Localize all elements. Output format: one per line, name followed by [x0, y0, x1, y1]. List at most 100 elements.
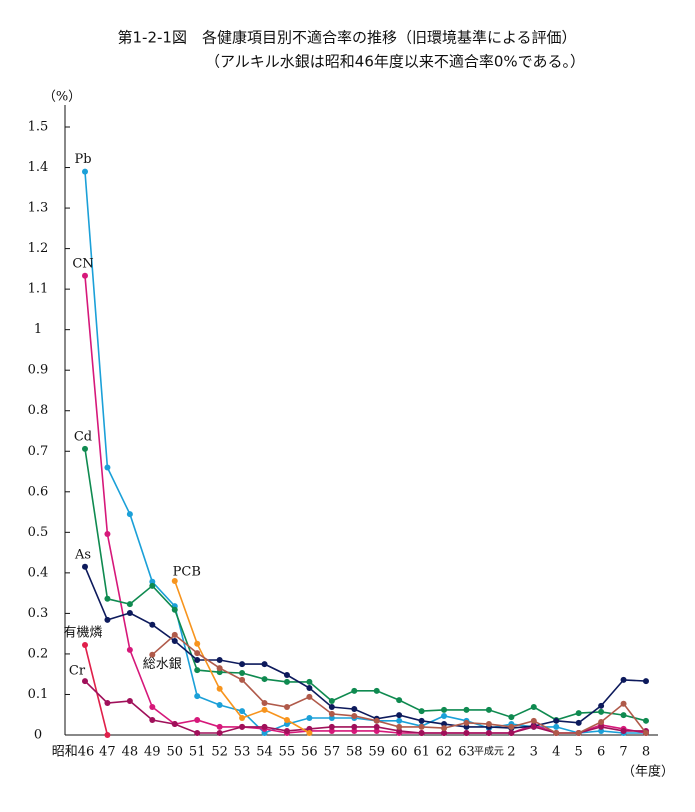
data-point: [598, 723, 605, 730]
data-point: [104, 595, 111, 602]
data-point: [194, 667, 201, 674]
series-line: [84, 566, 647, 729]
y-tick-label: 0.8: [28, 403, 49, 418]
data-point: [104, 699, 111, 706]
y-tick-label: 1.2: [28, 241, 49, 256]
data-point: [485, 721, 492, 728]
data-point: [351, 687, 358, 694]
data-point: [530, 704, 537, 711]
y-tick-label: 0.7: [28, 444, 49, 459]
series-label: CN: [72, 256, 93, 271]
x-tick-label: 51: [189, 745, 206, 760]
x-tick-label: 6: [597, 745, 605, 760]
series-label: Pb: [74, 152, 91, 167]
data-point: [328, 710, 335, 717]
data-point: [82, 445, 88, 452]
data-point: [418, 717, 425, 724]
data-point: [463, 719, 470, 726]
data-point: [82, 272, 88, 279]
x-tick-label: 61: [413, 745, 430, 760]
x-tick-label: 50: [166, 745, 183, 760]
y-tick-label: 0.6: [28, 484, 49, 499]
data-point: [620, 676, 627, 683]
x-tick-label: 55: [279, 745, 296, 760]
y-tick-label: 1: [34, 322, 42, 337]
data-point: [328, 697, 335, 704]
data-point: [171, 631, 178, 638]
data-point: [126, 511, 133, 518]
data-point: [643, 729, 649, 736]
y-tick-label: 0.9: [28, 363, 49, 378]
data-point: [283, 678, 290, 685]
x-tick-label: 63: [458, 745, 475, 760]
y-tick-label: 0: [34, 728, 42, 743]
data-point: [463, 729, 470, 736]
x-tick-label: 56: [301, 745, 318, 760]
data-point: [104, 464, 111, 471]
x-tick-label: 48: [122, 745, 139, 760]
y-tick-label: 1.4: [28, 160, 49, 175]
data-point: [104, 616, 111, 623]
data-point: [283, 717, 290, 724]
data-point: [261, 676, 268, 683]
data-point: [306, 693, 313, 700]
data-point: [126, 697, 133, 704]
data-point: [508, 729, 515, 736]
x-tick-label: 2: [507, 745, 515, 760]
data-point: [149, 717, 156, 724]
data-point: [149, 704, 156, 711]
data-point: [194, 657, 201, 664]
x-tick-label: 52: [211, 745, 228, 760]
data-point: [575, 710, 582, 717]
x-tick-label: 60: [391, 745, 408, 760]
data-point: [283, 727, 290, 734]
data-point: [575, 729, 582, 736]
y-tick-label: 0.3: [28, 606, 49, 621]
series-line: [84, 680, 646, 734]
data-point: [598, 708, 605, 715]
series-line: [84, 171, 646, 734]
data-point: [194, 640, 201, 647]
data-point: [82, 563, 88, 570]
y-tick-label: 0.5: [28, 525, 49, 540]
data-point: [306, 714, 313, 721]
data-point: [239, 723, 246, 730]
data-point: [418, 708, 425, 715]
x-tick-label: 3: [530, 745, 538, 760]
data-point: [126, 609, 133, 616]
data-point: [351, 712, 358, 719]
data-point: [441, 725, 448, 732]
data-point: [216, 685, 223, 692]
data-point: [216, 657, 223, 664]
x-tick-label: 4: [552, 745, 560, 760]
x-tick-label: 53: [234, 745, 251, 760]
data-point: [575, 719, 582, 726]
y-axis-label: （%）: [43, 90, 81, 105]
data-point: [239, 676, 246, 683]
x-tick-label: 62: [436, 745, 453, 760]
data-point: [598, 702, 605, 709]
data-point: [126, 646, 133, 653]
y-tick-label: 0.2: [28, 646, 49, 661]
data-point: [396, 717, 403, 724]
data-point: [194, 717, 201, 724]
data-point: [530, 723, 537, 730]
data-point: [194, 693, 201, 700]
series-label: PCB: [173, 564, 201, 579]
series-line: [84, 448, 647, 722]
data-point: [239, 714, 246, 721]
data-point: [418, 729, 425, 736]
data-point: [418, 723, 425, 730]
data-point: [82, 642, 88, 649]
data-point: [126, 601, 133, 608]
data-point: [553, 723, 560, 730]
data-point: [82, 168, 88, 175]
x-tick-label: 57: [324, 745, 341, 760]
chart-title: 第1-2-1図 各健康項目別不適合率の推移（旧環境基準による評価）: [117, 29, 576, 47]
data-point: [508, 723, 515, 730]
data-point: [283, 704, 290, 711]
y-tick-label: 1.5: [28, 120, 49, 135]
x-tick-label: 昭和46: [52, 745, 95, 760]
data-point: [396, 712, 403, 719]
data-point: [441, 712, 448, 719]
